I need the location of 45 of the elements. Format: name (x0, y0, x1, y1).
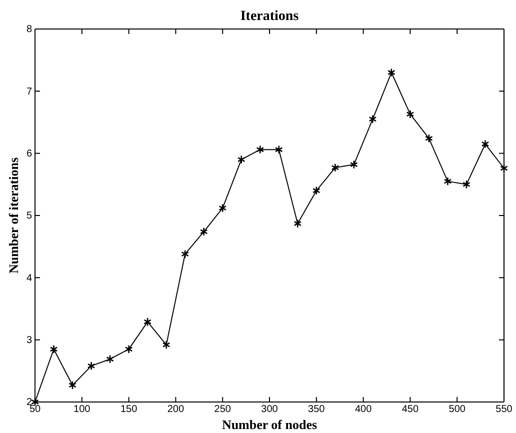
point (181, 250, 190, 258)
x-tick-label: 300 (261, 404, 278, 416)
y-tick-label: 4 (26, 272, 32, 284)
y-tick-label: 7 (26, 86, 32, 98)
point (200, 227, 208, 236)
x-tick-label: 200 (167, 404, 184, 416)
point (256, 145, 264, 154)
x-tick-label: 500 (448, 404, 466, 416)
point (312, 186, 320, 196)
point (50, 344, 58, 354)
x-tick-label: 150 (120, 404, 138, 416)
y-tick-label: 8 (26, 24, 32, 36)
point (144, 317, 152, 326)
x-tick-label: 400 (354, 404, 372, 416)
point (481, 140, 490, 148)
x-tick-label: 50 (29, 404, 41, 416)
y-tick-label: 5 (26, 210, 32, 222)
point (331, 163, 340, 172)
y-axis-title: Number of iterations (6, 157, 21, 274)
x-tick-label: 350 (308, 404, 326, 416)
y-tick-label: 6 (26, 148, 32, 160)
point (500, 164, 508, 173)
point (87, 362, 96, 370)
x-tick-label: 450 (402, 404, 419, 416)
point (444, 176, 452, 186)
point (425, 134, 433, 143)
point (106, 354, 114, 364)
x-tick-label: 100 (74, 404, 91, 416)
point (350, 160, 358, 169)
y-tick-label: 3 (26, 335, 32, 346)
point (294, 219, 302, 228)
point (462, 180, 470, 189)
x-axis-title: Number of nodes (222, 417, 318, 432)
point (237, 155, 246, 164)
point (68, 380, 76, 390)
point (274, 145, 283, 154)
point (388, 68, 396, 77)
chart-title: Iterations (240, 9, 300, 24)
point (124, 344, 133, 354)
point (162, 340, 170, 350)
x-tick-label: 250 (214, 404, 232, 416)
x-tick-label: 550 (496, 404, 513, 416)
point (406, 110, 414, 119)
point (218, 204, 227, 212)
point (368, 114, 377, 124)
